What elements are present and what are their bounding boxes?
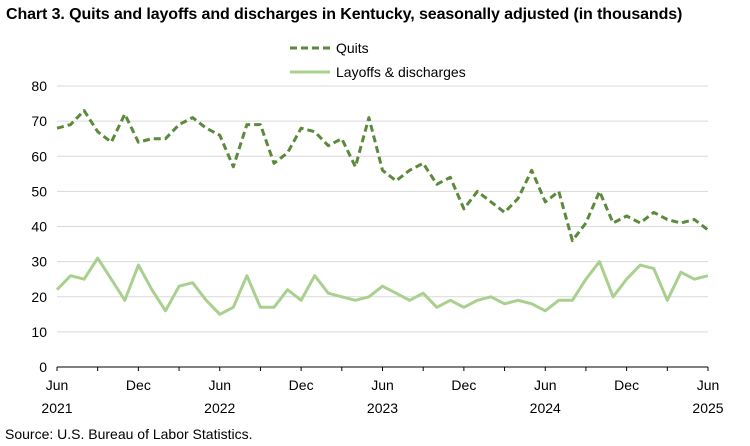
x-tick-label-month: Jun: [46, 377, 69, 393]
x-tick-label-month: Jun: [697, 377, 720, 393]
data-series: [55, 109, 709, 316]
y-tick-label-0: 0: [39, 359, 47, 375]
y-tick-label-60: 60: [31, 148, 47, 164]
axes: [56, 366, 709, 371]
x-tick-label-year: 2023: [367, 400, 398, 416]
y-tick-label-10: 10: [31, 324, 47, 340]
x-tick-label-month: Dec: [126, 377, 151, 393]
y-axis-tick-labels: 0 10 20 30 40 50 60 70 80: [31, 78, 47, 375]
x-tick-label-year: 2024: [530, 400, 561, 416]
x-tick-label-month: Jun: [534, 377, 557, 393]
x-tick-label-year: 2021: [41, 400, 72, 416]
x-axis-tick-labels: Jun 2021 Dec Jun 2022 Dec Jun 2023 Dec Jun 2024 Dec…: [41, 377, 723, 416]
x-tick-label-year: 2022: [204, 400, 235, 416]
legend-label-layoffs-discharges: Layoffs & discharges: [336, 64, 466, 80]
chart-source: Source: U.S. Bureau of Labor Statistics.: [5, 426, 253, 442]
x-tick-label-month: Jun: [371, 377, 394, 393]
x-tick-label-month: Jun: [208, 377, 231, 393]
x-tick-label-month: Dec: [451, 377, 476, 393]
y-tick-label-50: 50: [31, 183, 47, 199]
series-line-layoffs-discharges: [55, 256, 709, 316]
x-tick-label-month: Dec: [289, 377, 314, 393]
legend-label-quits: Quits: [336, 40, 369, 56]
x-tick-label-year: 2025: [692, 400, 723, 416]
y-tick-label-70: 70: [31, 113, 47, 129]
y-tick-label-20: 20: [31, 289, 47, 305]
series-line-quits: [56, 109, 709, 243]
legend: Quits Layoffs & discharges: [290, 40, 466, 80]
y-tick-label-80: 80: [31, 78, 47, 94]
y-tick-label-40: 40: [31, 219, 47, 235]
chart-title: Chart 3. Quits and layoffs and discharge…: [6, 6, 683, 23]
x-tick-label-month: Dec: [614, 377, 639, 393]
y-tick-label-30: 30: [31, 254, 47, 270]
